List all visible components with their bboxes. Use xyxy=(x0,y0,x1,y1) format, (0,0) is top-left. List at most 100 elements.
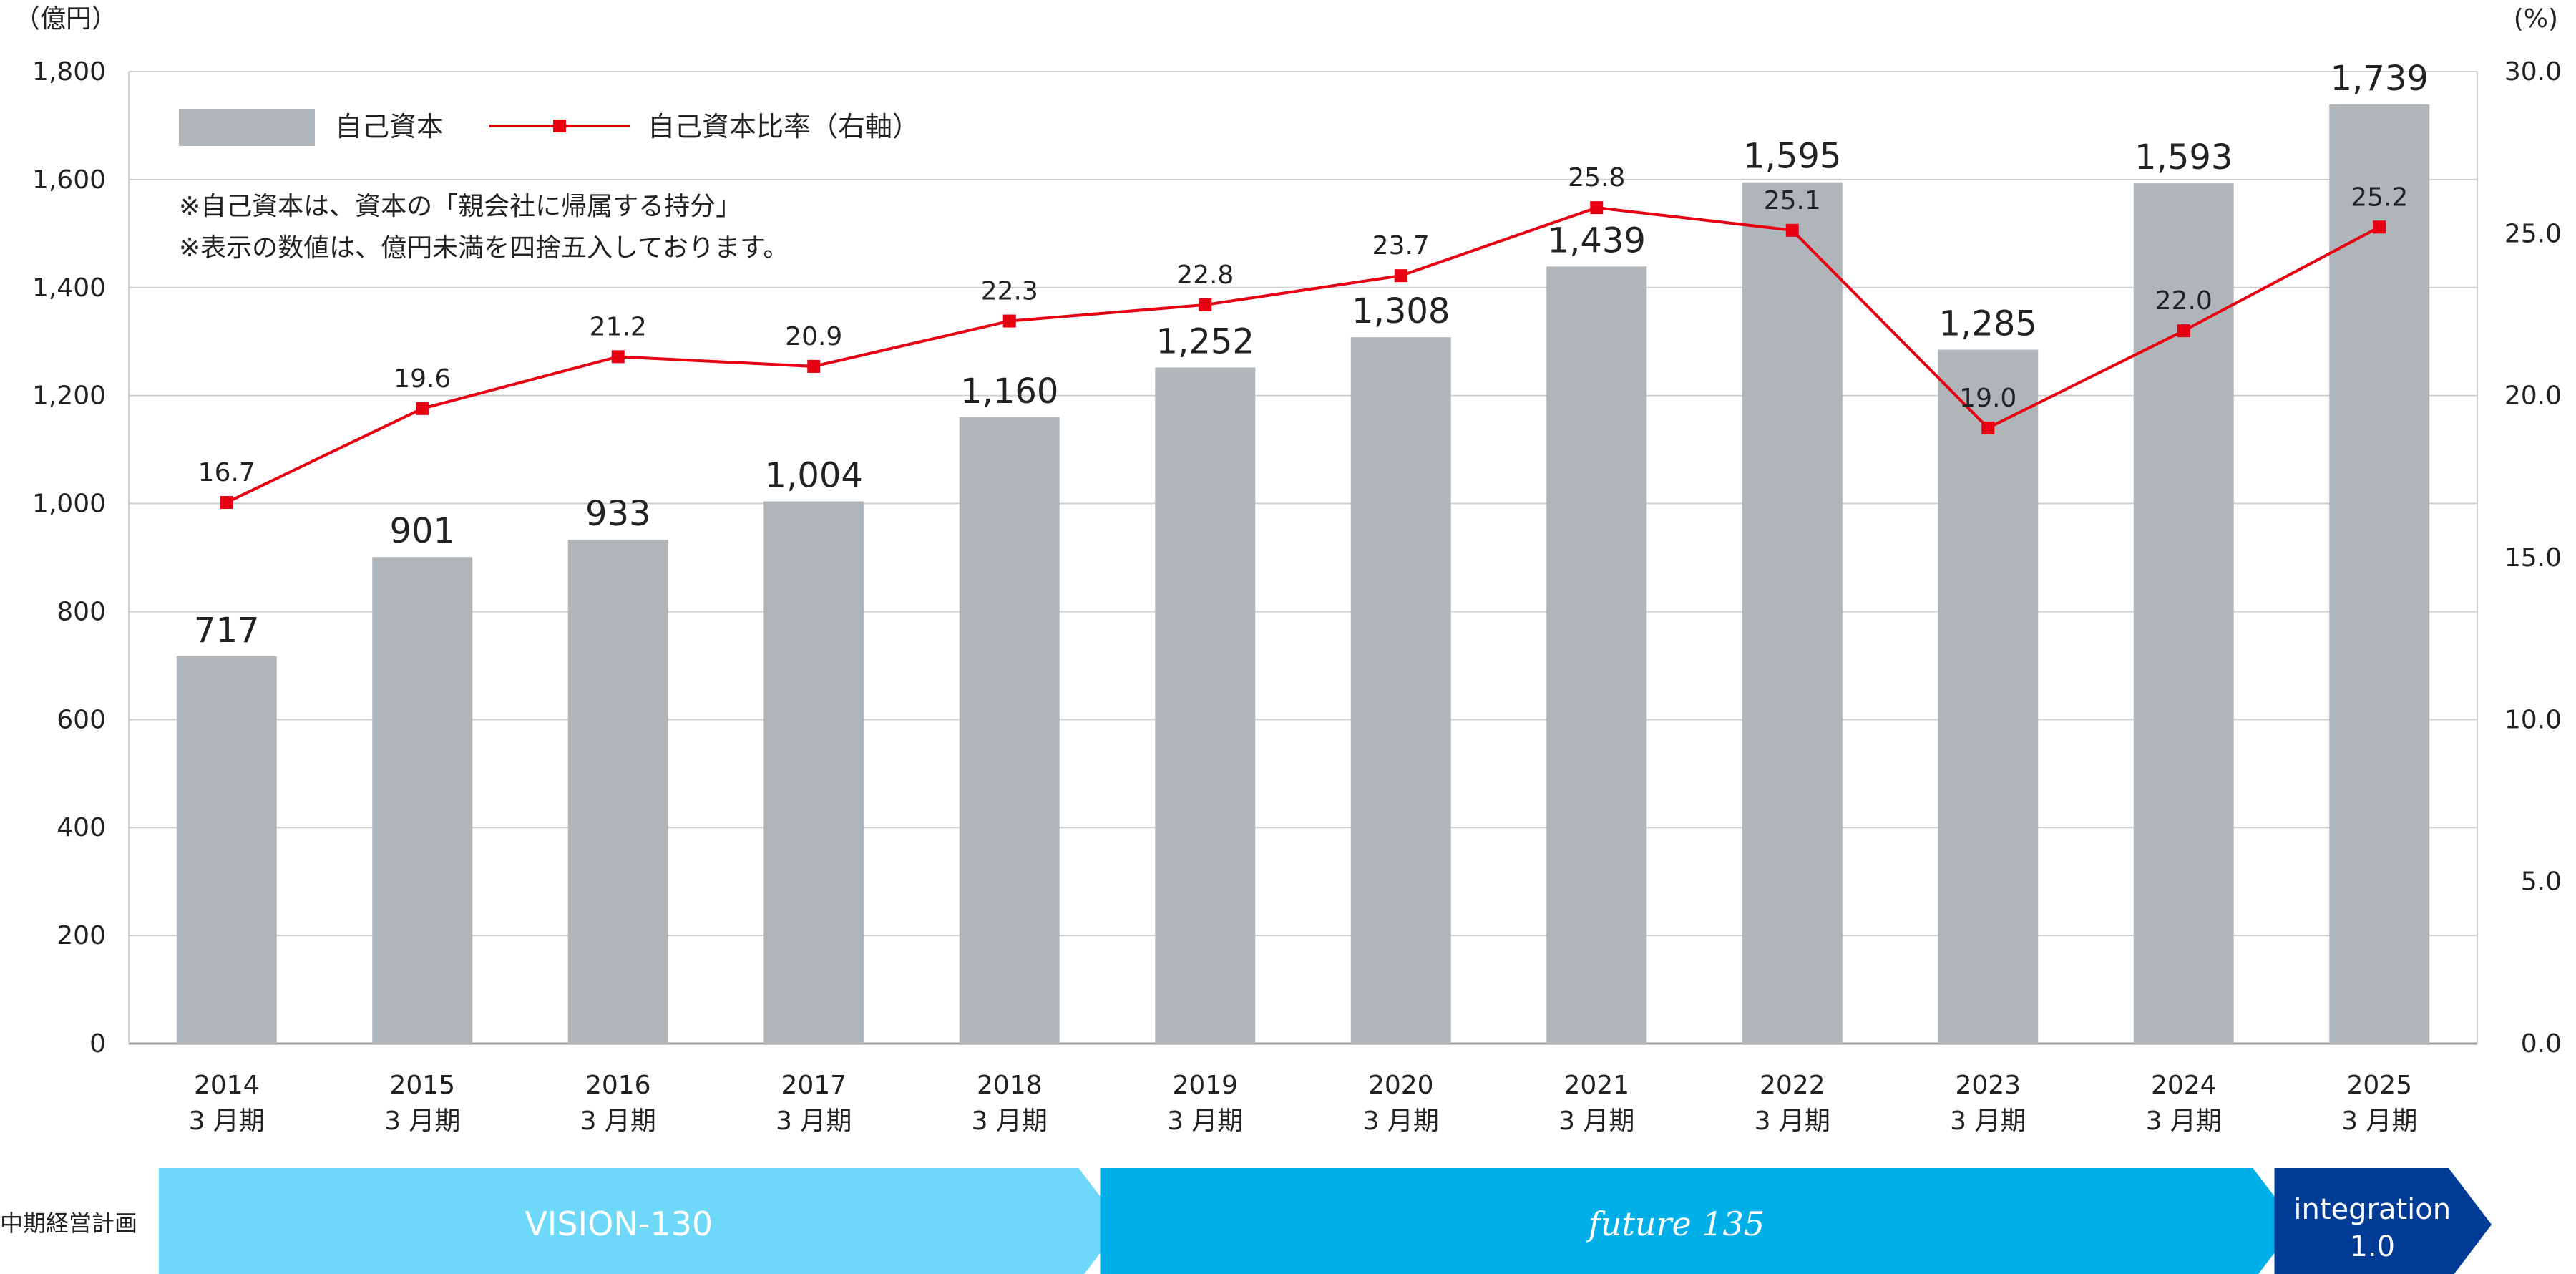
x-tick-year: 2023 xyxy=(1955,1071,2021,1100)
bar xyxy=(2329,104,2430,1044)
y-tick-label: 1,800 xyxy=(32,57,106,87)
equity-ratio-line xyxy=(220,201,2386,510)
ratio-value-label: 20.9 xyxy=(785,322,842,351)
bar xyxy=(372,557,473,1044)
bar-value-label: 1,595 xyxy=(1743,137,1841,177)
bar-value-label: 1,285 xyxy=(1939,304,2037,344)
left-axis-unit: （億円） xyxy=(14,4,117,34)
bar xyxy=(1155,367,1256,1044)
bar-value-label: 933 xyxy=(585,494,651,534)
x-axis: 2014 3 月期 2015 3 月期 2016 3 月期 2017 3 月期 2018 3 月期… xyxy=(189,1071,2418,1136)
x-tick-year: 2014 xyxy=(194,1071,260,1100)
right-y-axis: 0.0 5.0 10.0 15.0 20.0 25.0 30.0 xyxy=(2504,57,2562,1059)
ratio-value-label: 16.7 xyxy=(198,458,255,487)
plan-name: future 135 xyxy=(1586,1205,1765,1243)
y-tick-label: 1,200 xyxy=(32,381,106,411)
ratio-polyline xyxy=(225,206,2381,504)
ratio-point xyxy=(1981,421,1995,434)
plan-arrow xyxy=(2274,1168,2492,1274)
y2-tick-label: 5.0 xyxy=(2521,867,2562,897)
bar xyxy=(959,417,1060,1044)
plan-arrow xyxy=(159,1168,1122,1274)
x-tick-year: 2015 xyxy=(389,1071,455,1100)
x-tick-year: 2017 xyxy=(781,1071,847,1100)
ratio-point xyxy=(416,402,429,415)
bar-value-label: 1,593 xyxy=(2135,137,2233,178)
bar xyxy=(1742,182,1843,1044)
ratio-value-label: 25.1 xyxy=(1764,186,1821,215)
y-tick-label: 1,600 xyxy=(32,165,106,195)
ratio-point xyxy=(2373,220,2386,234)
plan-arrows: VISION-130 future 135 integration 1.0 xyxy=(159,1168,2492,1274)
equity-bars xyxy=(176,104,2430,1044)
ratio-point xyxy=(1199,298,1212,311)
x-tick-period: 3 月期 xyxy=(1363,1107,1439,1136)
x-tick-period: 3 月期 xyxy=(1755,1107,1830,1136)
legend-label-equity: 自己資本 xyxy=(335,111,444,142)
left-y-axis: 0 200 400 600 800 1,000 1,200 1,400 1,600 1,800 xyxy=(32,57,106,1059)
ratio-value-label: 23.7 xyxy=(1372,231,1430,261)
ratio-point xyxy=(807,359,821,373)
plan-name: integration xyxy=(2293,1193,2451,1226)
ratio-point xyxy=(1394,269,1407,283)
x-tick-period: 3 月期 xyxy=(384,1107,460,1136)
bar xyxy=(1546,266,1647,1044)
ratio-point xyxy=(1785,223,1799,237)
bar-value-label: 1,308 xyxy=(1352,291,1450,331)
y-tick-label: 400 xyxy=(57,813,106,842)
x-tick-period: 3 月期 xyxy=(1558,1107,1634,1136)
bar-value-label: 1,004 xyxy=(765,456,863,496)
ratio-value-label: 21.2 xyxy=(590,312,647,341)
plan-name: 1.0 xyxy=(2349,1230,2395,1263)
x-tick-year: 2020 xyxy=(1368,1071,1434,1100)
x-tick-period: 3 月期 xyxy=(2146,1107,2222,1136)
grid-lines xyxy=(128,71,2478,1045)
plan-name: VISION-130 xyxy=(525,1205,713,1243)
ratio-value-label: 22.0 xyxy=(2155,286,2212,316)
y2-tick-label: 10.0 xyxy=(2504,705,2562,734)
bar xyxy=(1350,337,1451,1044)
legend-label-ratio: 自己資本比率（右軸） xyxy=(648,111,919,142)
ratio-value-label: 25.2 xyxy=(2351,183,2408,212)
x-tick-period: 3 月期 xyxy=(189,1107,265,1136)
x-tick-period: 3 月期 xyxy=(776,1107,852,1136)
right-axis-unit: (%) xyxy=(2514,4,2558,34)
bar-value-label: 1,160 xyxy=(960,371,1058,412)
ratio-value-label: 22.8 xyxy=(1176,261,1234,290)
bar-value-label: 1,439 xyxy=(1548,220,1646,261)
bar-value-label: 717 xyxy=(194,611,260,651)
bar xyxy=(176,656,277,1044)
x-tick-period: 3 月期 xyxy=(1167,1107,1243,1136)
y2-tick-label: 0.0 xyxy=(2521,1029,2562,1059)
y-tick-label: 200 xyxy=(57,921,106,950)
legend-swatch-equity xyxy=(179,109,315,146)
bar-value-label: 1,252 xyxy=(1156,321,1254,361)
x-tick-period: 3 月期 xyxy=(580,1107,656,1136)
ratio-point xyxy=(220,496,233,510)
note-1: ※自己資本は、資本の「親会社に帰属する持分」 xyxy=(179,192,741,221)
ratio-value-label: 19.0 xyxy=(1959,384,2016,413)
note-2: ※表示の数値は、億円未満を四捨五入しております。 xyxy=(179,233,789,263)
y-tick-label: 600 xyxy=(57,705,106,734)
ratio-value-label: 25.8 xyxy=(1568,163,1625,193)
ratio-point xyxy=(2177,324,2190,338)
y-tick-label: 0 xyxy=(89,1029,106,1059)
x-tick-year: 2022 xyxy=(1760,1071,1825,1100)
x-tick-year: 2021 xyxy=(1563,1071,1629,1100)
x-tick-year: 2019 xyxy=(1172,1071,1238,1100)
y2-tick-label: 20.0 xyxy=(2504,381,2562,411)
x-tick-year: 2018 xyxy=(977,1071,1043,1100)
plan-arrow xyxy=(1100,1168,2296,1274)
ratio-value-label: 22.3 xyxy=(981,277,1038,306)
legend-marker-ratio xyxy=(553,120,566,132)
y-tick-label: 800 xyxy=(57,597,106,626)
y2-tick-label: 15.0 xyxy=(2504,543,2562,573)
x-tick-year: 2024 xyxy=(2151,1071,2217,1100)
plans-label: 中期経営計画 xyxy=(0,1210,137,1237)
x-tick-period: 3 月期 xyxy=(1950,1107,2026,1136)
ratio-point xyxy=(1002,314,1016,328)
x-tick-period: 3 月期 xyxy=(972,1107,1048,1136)
x-tick-period: 3 月期 xyxy=(2341,1107,2417,1136)
